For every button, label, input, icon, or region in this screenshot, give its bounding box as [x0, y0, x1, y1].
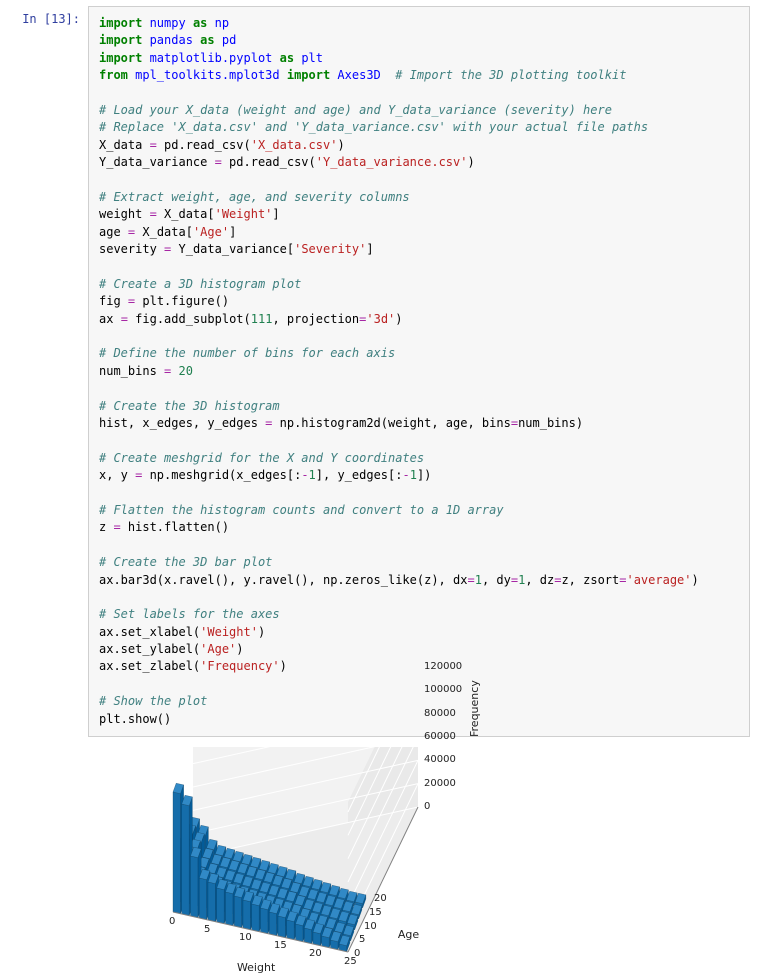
y-tick: 15: [369, 907, 382, 918]
y-tick: 10: [364, 921, 377, 932]
input-prompt: In [13]:: [10, 6, 88, 26]
code-cell: In [13]: import numpy as np import panda…: [10, 6, 750, 737]
z-tick: 100000: [424, 684, 462, 695]
z-tick: 120000: [424, 661, 462, 672]
x-axis-label: Weight: [237, 961, 275, 974]
y-tick: 5: [359, 934, 365, 945]
x-tick: 20: [309, 948, 322, 959]
x-tick: 0: [169, 916, 175, 927]
x-tick: 15: [274, 940, 287, 951]
z-tick: 40000: [424, 754, 456, 765]
z-axis-label: Frequency: [468, 680, 481, 737]
z-tick: 60000: [424, 731, 456, 742]
y-tick: 0: [354, 948, 360, 959]
x-tick: 5: [204, 924, 210, 935]
code-input-area[interactable]: import numpy as np import pandas as pd i…: [88, 6, 750, 737]
z-tick: 80000: [424, 708, 456, 719]
output-3d-histogram: 0200004000060000800001000001200000510152…: [88, 747, 478, 977]
output-cell: 0200004000060000800001000001200000510152…: [10, 747, 750, 977]
z-tick: 20000: [424, 778, 456, 789]
source-code: import numpy as np import pandas as pd i…: [99, 15, 739, 728]
x-tick: 10: [239, 932, 252, 943]
y-tick: 20: [374, 893, 387, 904]
y-axis-label: Age: [398, 928, 419, 941]
output-prompt: [10, 747, 88, 977]
z-tick: 0: [424, 801, 430, 812]
